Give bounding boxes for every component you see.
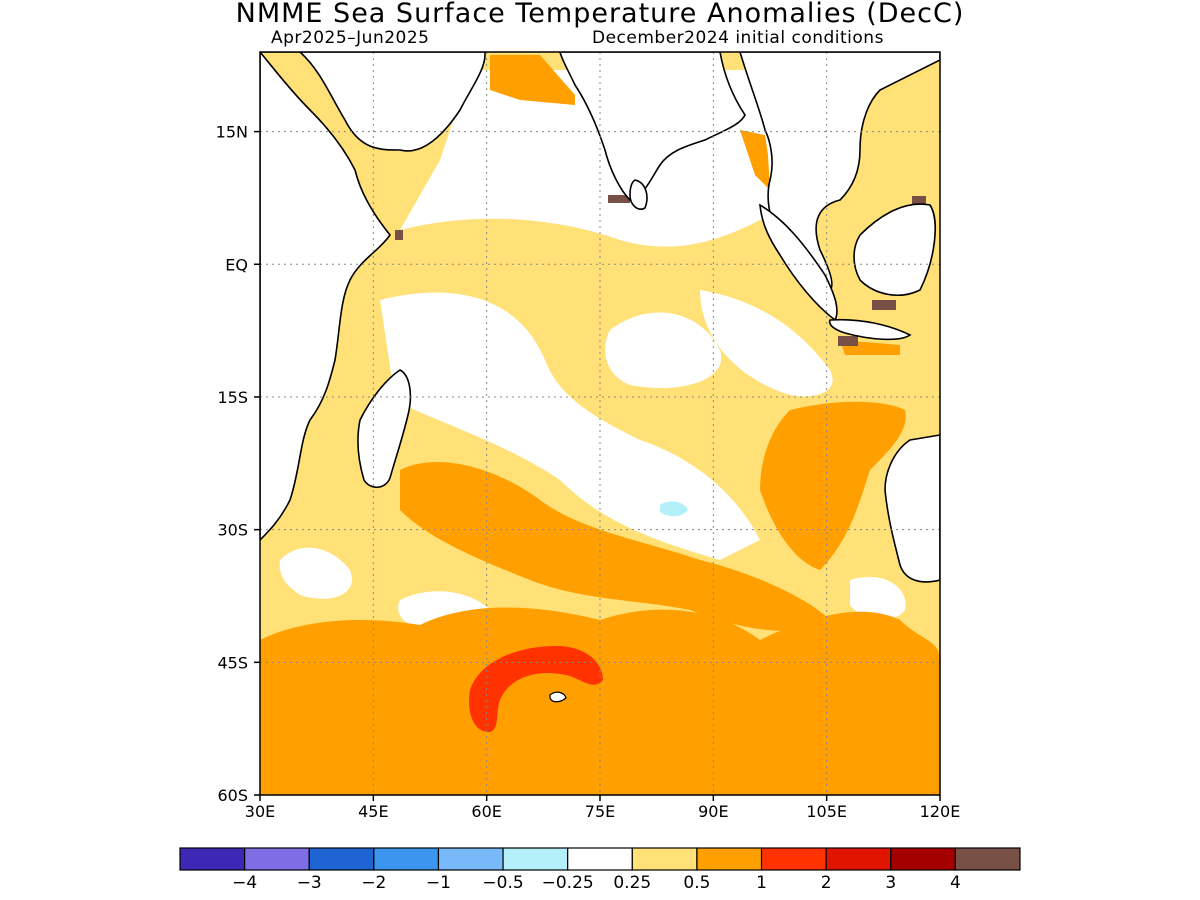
colorbar-label: −0.5 — [482, 873, 523, 893]
latitude-tick-label: 15N — [216, 123, 248, 142]
colorbar-swatch — [502, 847, 569, 871]
neutral-anomaly-region — [279, 547, 352, 599]
colorbar-swatch — [954, 847, 1021, 871]
madagascar-landmass — [357, 369, 412, 489]
longitude-tick-label: 90E — [698, 802, 728, 821]
latitude-tick-label: EQ — [225, 255, 248, 274]
longitude-tick-label: 30E — [245, 802, 275, 821]
longitude-tick-label: 45E — [358, 802, 388, 821]
colorbar-swatch — [567, 847, 633, 871]
latitude-tick-label: 60S — [217, 786, 248, 805]
neutral-anomaly-region — [700, 290, 833, 397]
colorbar-label: 0.25 — [613, 873, 651, 893]
latitude-tick-label: 45S — [217, 653, 248, 672]
colorbar-swatch — [373, 847, 440, 871]
anomaly-field — [260, 52, 940, 795]
africa-landmass — [260, 52, 486, 542]
map-gridlines — [260, 52, 940, 795]
colorbar-swatch — [890, 847, 956, 871]
colorbar-label: 3 — [885, 873, 896, 893]
colorbar-label: −1 — [426, 873, 451, 893]
colorbar-swatch — [760, 847, 827, 871]
latitude-tick-label: 15S — [217, 388, 248, 407]
neutral-anomaly-region — [850, 576, 906, 620]
colorbar-swatch — [696, 847, 763, 871]
longitude-tick-label: 75E — [585, 802, 615, 821]
anomaly-0.5-1-fill — [490, 55, 575, 105]
page-title: NMME Sea Surface Temperature Anomalies (… — [235, 0, 965, 29]
longitude-axis: 30E 45E 60E 75E 90E 105E 120E — [245, 795, 961, 821]
anomaly-0.5-1-fill — [760, 401, 906, 570]
initial-conditions-subtitle: December2024 initial conditions — [592, 28, 884, 48]
colorbar-label: 0.5 — [683, 873, 710, 893]
latitude-axis: 15N EQ 15S 30S 45S 60S — [216, 123, 260, 805]
anomaly-above-4-fill — [395, 230, 403, 240]
neutral-anomaly-region — [605, 312, 722, 389]
india-landmass — [559, 52, 746, 201]
colorbar-swatch — [631, 847, 698, 871]
anomaly-above-4-fill — [608, 195, 630, 203]
colorbar-label: −2 — [361, 873, 386, 893]
colorbar-label: −4 — [232, 873, 257, 893]
australia-landmass — [884, 434, 940, 583]
borneo-landmass — [853, 203, 936, 296]
colorbar-label: 4 — [950, 873, 961, 893]
anomaly-above-4-fill — [912, 196, 926, 204]
colorbar-label: −3 — [297, 873, 322, 893]
anomaly-0.5-1-fill — [740, 130, 770, 190]
latitude-tick-label: 30S — [217, 521, 248, 540]
longitude-tick-label: 120E — [920, 802, 961, 821]
colorbar-label: 2 — [821, 873, 832, 893]
kerguelen-island — [549, 691, 567, 703]
colorbar-label: 1 — [756, 873, 767, 893]
colorbar: −4 −3 −2 −1 −0.5 −0.25 0.25 0.5 1 2 3 4 — [179, 847, 1021, 893]
anomaly-1-2-fill — [469, 645, 603, 733]
colorbar-swatch — [308, 847, 375, 871]
colorbar-swatch — [437, 847, 504, 871]
longitude-tick-label: 60E — [471, 802, 501, 821]
colorbar-label: −0.25 — [542, 873, 594, 893]
colorbar-swatch — [825, 847, 892, 871]
colorbar-swatch — [179, 847, 246, 871]
anomaly-above-4-fill — [838, 336, 858, 346]
anomaly-above-4-fill — [872, 300, 896, 310]
sri-lanka-landmass — [629, 179, 648, 210]
anomaly-neg-0.25-0-fill — [660, 501, 688, 517]
period-subtitle: Apr2025–Jun2025 — [271, 28, 430, 48]
anomaly-0.5-1-fill — [400, 461, 830, 631]
java-landmass — [828, 318, 912, 341]
neutral-anomaly-region — [380, 292, 760, 560]
colorbar-swatch — [244, 847, 310, 871]
longitude-tick-label: 105E — [806, 802, 847, 821]
